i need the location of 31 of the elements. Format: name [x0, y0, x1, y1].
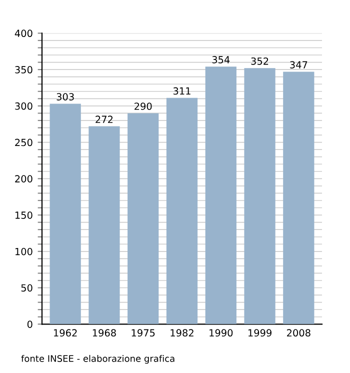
x-tick-label: 1975	[132, 329, 155, 337]
bar	[244, 68, 276, 324]
y-tick-label: 0	[27, 320, 32, 328]
y-tick-label: 250	[15, 138, 32, 146]
y-tick-label: 400	[14, 30, 32, 38]
data-label: 272	[96, 116, 113, 123]
data-label: 290	[134, 102, 152, 110]
y-tick-label: 350	[15, 66, 32, 74]
bar	[88, 126, 120, 324]
bar	[128, 113, 159, 324]
x-tick-label: 2008	[287, 329, 310, 337]
y-tick-label: 200	[15, 175, 32, 182]
data-label: 352	[251, 57, 268, 65]
data-label: 303	[56, 93, 74, 100]
x-tick-label: 1999	[248, 329, 272, 337]
y-tick-label: 300	[15, 102, 32, 110]
y-tick-label: 50	[21, 284, 32, 292]
data-label: 347	[290, 61, 308, 68]
source-note: fonte INSEE - elaborazione grafica	[21, 354, 174, 364]
bar	[50, 104, 81, 324]
x-tick-label: 1962	[54, 329, 77, 337]
bar	[166, 98, 198, 324]
y-tick-label: 150	[15, 212, 32, 219]
data-label: 354	[212, 56, 230, 64]
x-tick-label: 1982	[170, 329, 194, 337]
bar	[205, 66, 236, 324]
data-label: 311	[173, 87, 190, 95]
bar	[283, 72, 314, 324]
x-tick-label: 1990	[210, 329, 233, 337]
x-tick-label: 1968	[92, 329, 116, 337]
y-tick-label: 100	[15, 248, 32, 256]
